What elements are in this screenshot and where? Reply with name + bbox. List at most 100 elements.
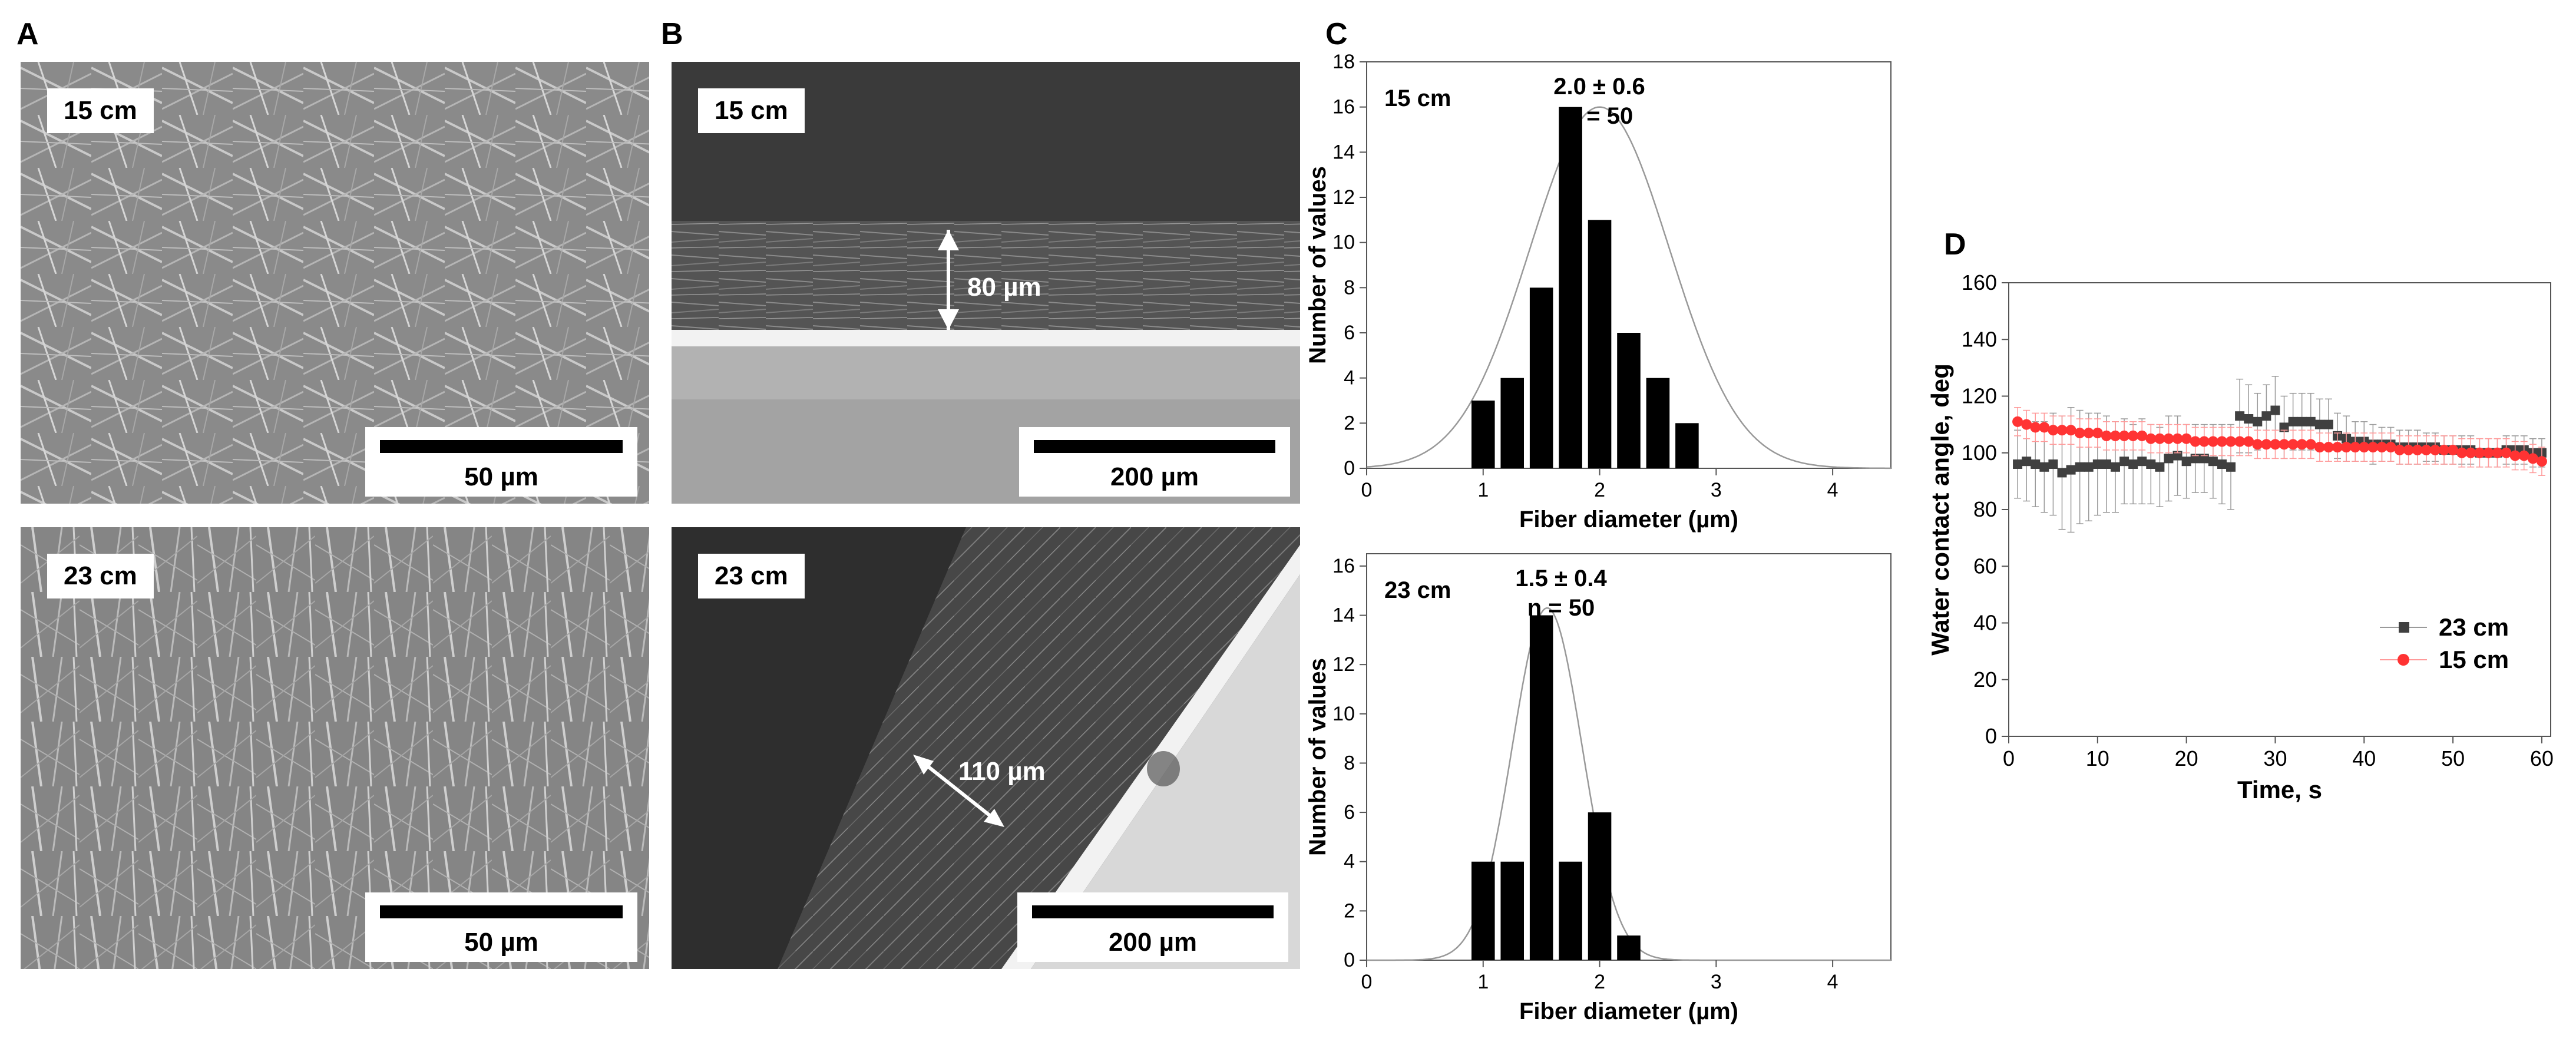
- x-tick-label: 1: [1477, 479, 1489, 501]
- histogram-bar: [1675, 423, 1699, 468]
- image-label: 23 cm: [47, 554, 154, 598]
- histogram-bar: [1500, 378, 1524, 468]
- data-point: [2314, 419, 2324, 429]
- mean-sd-label: 2.0 ± 0.6: [1553, 74, 1645, 100]
- data-point: [2252, 439, 2263, 450]
- panel-letter-c: C: [1325, 17, 1348, 51]
- data-point: [2137, 430, 2148, 441]
- data-point: [2244, 414, 2254, 424]
- data-point: [2039, 462, 2049, 472]
- data-point: [2190, 436, 2201, 447]
- data-point: [2119, 430, 2130, 441]
- data-point: [2350, 442, 2361, 453]
- data-point: [2403, 444, 2414, 455]
- legend-label: 15 cm: [2439, 646, 2509, 673]
- sample-size-label: n = 50: [1566, 103, 1633, 129]
- plot-frame: [1366, 553, 1892, 961]
- sem-image-a-15cm: 15 cm 50 µm: [21, 62, 649, 504]
- data-point: [2057, 468, 2067, 478]
- y-tick-label: 10: [1332, 232, 1355, 254]
- data-point: [2456, 447, 2468, 458]
- x-tick-label: 50: [2441, 746, 2465, 770]
- scale-bar: [1034, 440, 1275, 453]
- y-axis-label: Number of values: [1305, 658, 1331, 856]
- y-tick-label: 20: [1973, 667, 1997, 692]
- data-point: [2527, 453, 2538, 464]
- data-point: [2412, 444, 2423, 455]
- panel-letter-a: A: [16, 17, 39, 51]
- data-point: [2385, 442, 2396, 453]
- data-point: [2084, 462, 2094, 472]
- histogram-bar: [1559, 861, 1582, 960]
- data-point: [2261, 439, 2272, 450]
- data-point: [2092, 428, 2103, 439]
- data-point: [2048, 459, 2058, 469]
- data-point: [2305, 439, 2316, 450]
- x-tick-label: 10: [2086, 746, 2109, 770]
- y-tick-label: 60: [1973, 554, 1997, 578]
- y-tick-label: 8: [1344, 276, 1355, 299]
- scale-bar-label: 200 µm: [1108, 928, 1198, 957]
- cross-section-texture: [672, 527, 1300, 969]
- data-point: [2376, 442, 2387, 453]
- data-point: [2501, 447, 2512, 458]
- data-point: [2253, 416, 2263, 426]
- data-point: [2031, 459, 2041, 469]
- image-label: 15 cm: [47, 88, 154, 133]
- sem-image-a-23cm: 23 cm 50 µm: [21, 527, 649, 969]
- thickness-label: 80 µm: [967, 273, 1041, 302]
- y-tick-label: 0: [1344, 457, 1355, 479]
- data-point: [2279, 439, 2290, 450]
- data-point: [2109, 430, 2121, 441]
- data-point: [2420, 444, 2432, 455]
- distance-label: 15 cm: [1384, 85, 1451, 111]
- data-point: [2394, 444, 2405, 455]
- data-point: [2243, 436, 2254, 447]
- data-point: [2137, 457, 2147, 467]
- scale-bar: [1032, 905, 1274, 918]
- data-point: [2208, 457, 2218, 467]
- data-point: [2012, 416, 2023, 427]
- data-point: [2101, 459, 2111, 469]
- data-point: [2492, 447, 2503, 458]
- x-tick-label: 4: [1827, 479, 1838, 501]
- data-point: [2288, 416, 2298, 426]
- image-label: 23 cm: [698, 554, 805, 598]
- y-tick-label: 120: [1962, 384, 1997, 408]
- data-point: [2261, 411, 2271, 421]
- x-tick-label: 0: [2003, 746, 2015, 770]
- distance-label: 23 cm: [1384, 577, 1451, 603]
- data-point: [2341, 442, 2352, 453]
- histogram-bar: [1646, 378, 1670, 468]
- data-point: [2439, 444, 2450, 455]
- data-point: [2154, 433, 2165, 444]
- image-label: 15 cm: [698, 88, 805, 133]
- sem-image-b-23cm: 110 µm 23 cm 200 µm: [672, 527, 1300, 969]
- data-point: [2128, 430, 2139, 441]
- series-15-cm: [2012, 407, 2547, 476]
- y-tick-label: 18: [1332, 51, 1355, 73]
- data-point: [2306, 416, 2316, 426]
- data-point: [2314, 442, 2325, 453]
- data-point: [2518, 450, 2529, 461]
- y-tick-label: 40: [1973, 611, 1997, 635]
- y-tick-label: 16: [1332, 96, 1355, 118]
- sample-size-label: n = 50: [1527, 595, 1595, 621]
- y-tick-label: 8: [1344, 752, 1355, 774]
- data-point: [2234, 436, 2246, 447]
- data-point: [2172, 451, 2183, 461]
- data-point: [2287, 439, 2299, 450]
- data-point: [2101, 430, 2112, 441]
- scale-bar-label: 50 µm: [464, 462, 538, 491]
- histogram-bar: [1559, 107, 1582, 469]
- data-point: [2066, 465, 2076, 475]
- histogram-bar: [1529, 287, 1553, 468]
- data-point: [2483, 447, 2494, 458]
- sem-image-b-15cm: 80 µm 15 cm 200 µm: [672, 62, 1300, 504]
- data-point: [2172, 433, 2183, 444]
- y-tick-label: 6: [1344, 322, 1355, 344]
- data-point: [2074, 428, 2085, 439]
- data-point: [2279, 422, 2289, 432]
- data-point: [2199, 454, 2209, 464]
